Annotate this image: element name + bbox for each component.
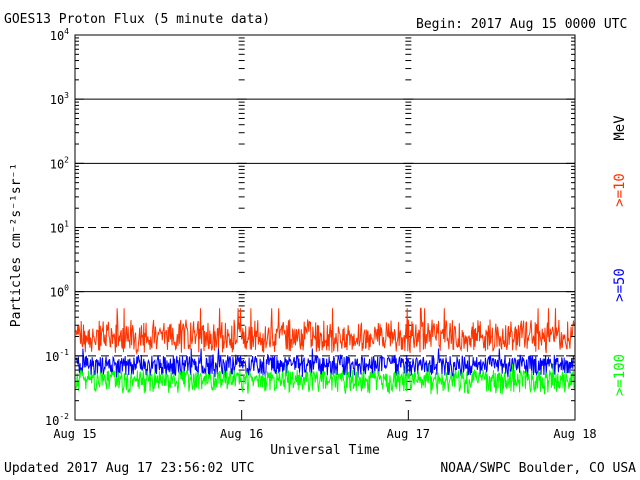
x-axis-ticks: Aug 15 Aug 16 Aug 17 Aug 18: [53, 427, 596, 441]
x-tick-label: Aug 18: [553, 427, 596, 441]
series-line-2: [75, 363, 575, 395]
day-separator-ticks: [236, 37, 414, 421]
x-tick-label: Aug 16: [220, 427, 263, 441]
x-tick-label: Aug 17: [387, 427, 430, 441]
unit-label: MeV: [612, 115, 628, 141]
y-tick-label: 10-2: [45, 412, 69, 428]
flux-series: [75, 307, 575, 395]
updated-timestamp: Updated 2017 Aug 17 23:56:02 UTC: [4, 461, 254, 476]
y-axis-ticks: 104 103 102 101 100 10-1 10-2: [45, 27, 575, 428]
gridlines: [75, 98, 575, 357]
series-line-0: [75, 307, 575, 356]
legend-ge10: >=10: [612, 173, 628, 207]
x-tick-label: Aug 15: [53, 427, 96, 441]
series-line-1: [75, 348, 575, 379]
begin-time: Begin: 2017 Aug 15 0000 UTC: [416, 17, 627, 32]
y-tick-label: 10-1: [45, 348, 69, 364]
x-axis-label: Universal Time: [270, 443, 380, 458]
y-tick-label: 102: [50, 155, 69, 171]
chart-title: GOES13 Proton Flux (5 minute data): [4, 12, 270, 27]
y-tick-label: 100: [50, 284, 69, 300]
y-tick-label: 104: [50, 27, 69, 43]
data-source: NOAA/SWPC Boulder, CO USA: [440, 461, 636, 476]
y-tick-label: 103: [50, 91, 69, 107]
y-axis-label: Particles cm⁻²s⁻¹sr⁻¹: [9, 163, 24, 327]
legend-ge50: >=50: [612, 268, 628, 302]
legend-ge100: >=100: [612, 354, 628, 396]
y-tick-label: 101: [50, 220, 69, 236]
